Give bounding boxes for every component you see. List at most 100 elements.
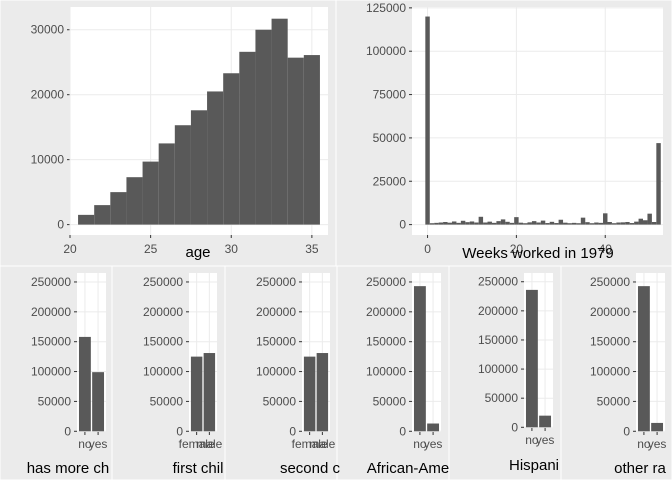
histogram-bar: [429, 223, 435, 225]
x-tick-label: yes: [424, 437, 443, 451]
y-tick-label: 25000: [373, 174, 407, 188]
y-tick-label: 200000: [590, 305, 630, 319]
histogram-bar: [585, 222, 590, 225]
x-tick-label: no: [78, 437, 92, 451]
histogram-bar: [496, 221, 501, 225]
x-tick-label: no: [637, 437, 651, 451]
histogram-bar: [598, 222, 604, 225]
histogram-bar: [629, 223, 635, 225]
x-tick-label: no: [413, 437, 427, 451]
x-axis-label: first chil: [173, 460, 224, 477]
y-tick-label: 0: [64, 424, 71, 438]
y-tick-label: 0: [511, 420, 518, 434]
histogram-bar: [634, 221, 639, 225]
y-tick-label: 0: [399, 424, 406, 438]
histogram-bar: [651, 221, 657, 225]
histogram-bar: [78, 214, 95, 225]
histogram-bar: [571, 222, 577, 225]
histogram-bar: [563, 222, 568, 225]
y-tick-label: 10000: [31, 153, 65, 167]
histogram-bar: [558, 219, 564, 225]
y-tick-label: 150000: [590, 335, 630, 349]
y-tick-label: 0: [289, 424, 296, 438]
histogram-bar: [255, 29, 272, 225]
histogram-bar: [594, 222, 599, 225]
histogram-bar: [611, 223, 617, 225]
y-tick-label: 150000: [366, 335, 406, 349]
y-tick-label: 100000: [366, 365, 406, 379]
histogram-bar: [589, 223, 595, 225]
y-tick-label: 100000: [590, 365, 630, 379]
x-tick-label: female: [179, 437, 215, 451]
bar-yes: [651, 422, 664, 432]
y-tick-label: 150000: [478, 333, 518, 347]
histogram-bar: [443, 221, 448, 225]
y-tick-label: 100000: [366, 44, 406, 58]
y-tick-label: 200000: [256, 305, 296, 319]
y-tick-label: 50000: [373, 131, 407, 145]
histogram-bar: [545, 223, 550, 225]
y-tick-label: 75000: [373, 88, 407, 102]
y-tick-label: 200000: [31, 305, 71, 319]
histogram-bar: [223, 73, 240, 225]
histogram-bar: [239, 51, 256, 225]
histogram-bar: [271, 18, 288, 225]
histogram-bar: [540, 220, 546, 225]
histogram-bar: [527, 222, 532, 225]
histogram-bar: [580, 217, 586, 225]
histogram-bar: [603, 213, 608, 225]
x-tick-label: 30: [225, 242, 239, 256]
x-tick-label: 25: [144, 242, 158, 256]
x-tick-label: 20: [63, 242, 77, 256]
x-tick-label: 40: [599, 242, 613, 256]
histogram-bar: [647, 213, 652, 225]
plot-area: [412, 7, 663, 235]
histogram-bar: [523, 223, 528, 225]
chart-second-child: 0 50000 100000 150000 200000 250000 femalemale…: [256, 273, 341, 477]
y-tick-label: 20000: [31, 88, 65, 102]
histogram-bar: [303, 55, 320, 225]
histogram-bar: [505, 221, 510, 225]
histogram-bar: [474, 222, 479, 225]
x-tick-label: 35: [305, 242, 319, 256]
bar-no: [78, 336, 91, 432]
histogram-bar: [616, 222, 621, 225]
histogram-bar: [643, 220, 648, 225]
histogram-bar: [625, 221, 630, 225]
y-tick-label: 250000: [143, 275, 183, 289]
y-tick-label: 50000: [263, 394, 297, 408]
bar-no: [637, 286, 650, 432]
y-tick-label: 200000: [478, 304, 518, 318]
histogram-bar: [94, 205, 111, 225]
y-tick-label: 50000: [373, 394, 407, 408]
histogram-bar: [207, 91, 224, 225]
y-tick-label: 50000: [485, 391, 519, 405]
x-tick-label: yes: [89, 437, 108, 451]
x-tick-label: male: [309, 437, 335, 451]
histogram-bar: [638, 218, 644, 225]
y-tick-label: 125000: [366, 1, 406, 15]
bar-no: [413, 286, 426, 432]
histogram-bar: [518, 222, 524, 225]
histogram-bar: [287, 57, 304, 225]
y-tick-label: 100000: [143, 365, 183, 379]
bar-yes: [427, 423, 440, 432]
histogram-bar: [425, 16, 430, 225]
y-tick-label: 0: [399, 218, 406, 232]
histogram-bar: [620, 222, 626, 225]
histogram-bar: [142, 161, 159, 225]
x-axis-label: Hispani: [509, 457, 559, 474]
y-tick-label: 100000: [31, 365, 71, 379]
x-axis-label: other ra: [614, 460, 666, 477]
bar-male: [203, 353, 216, 432]
x-axis-label: age: [185, 244, 210, 261]
x-tick-label: yes: [648, 437, 667, 451]
histogram-bar: [656, 143, 661, 225]
x-tick-label: yes: [536, 433, 555, 447]
x-axis-label: second c: [280, 460, 341, 477]
